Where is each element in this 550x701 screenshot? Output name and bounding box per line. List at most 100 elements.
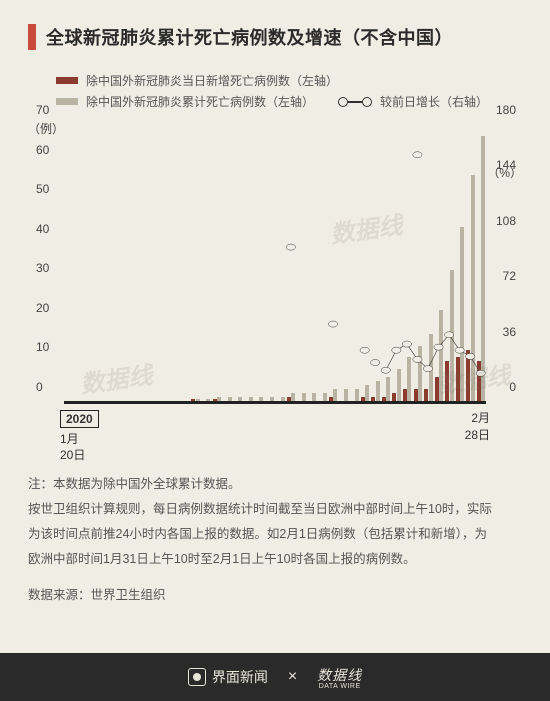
bar-daily (445, 361, 449, 401)
plot-region: 01020304050607003672108144180 (64, 124, 486, 404)
x-axis: 2020 1月 20日 2月 28日 (64, 408, 486, 448)
x-year: 2020 (60, 410, 99, 428)
bar-cumulative (460, 227, 464, 401)
footer-brand-2-sub: DATA WIRE (317, 683, 362, 690)
legend-label-growth: 较前日增长（右轴） (380, 93, 488, 110)
bar-cumulative (429, 334, 433, 401)
bar-daily (392, 393, 396, 401)
bar-slot (254, 124, 263, 401)
bar-slot (106, 124, 115, 401)
bar-slot (328, 124, 337, 401)
bar-cumulative (323, 393, 327, 401)
x-start-day: 20日 (60, 448, 85, 464)
bar-slot (223, 124, 232, 401)
legend: 除中国外新冠肺炎当日新增死亡病例数（左轴） 除中国外新冠肺炎累计死亡病例数（左轴… (56, 72, 522, 110)
bar-slot (350, 124, 359, 401)
bar-slot (85, 124, 94, 401)
bar-slot (149, 124, 158, 401)
x-end: 2月 28日 (465, 410, 490, 444)
bar-slot (286, 124, 295, 401)
footer: 界面新闻 × 数据线 DATA WIRE (0, 653, 550, 701)
bar-daily (329, 397, 333, 401)
bar-daily (456, 357, 460, 401)
bar-slot (392, 124, 401, 401)
bar-slot (318, 124, 327, 401)
ytick-right: 0 (509, 380, 516, 394)
legend-label-cum: 除中国外新冠肺炎累计死亡病例数（左轴） (86, 93, 314, 110)
bar-cumulative (259, 397, 263, 401)
bar-daily (403, 389, 407, 401)
bar-slot (96, 124, 105, 401)
bar-cumulative (291, 393, 295, 401)
bar-daily (477, 361, 481, 401)
bar-daily (466, 350, 470, 401)
x-end-month: 2月 (465, 410, 490, 427)
bar-cumulative (450, 270, 454, 401)
bar-cumulative (376, 381, 380, 401)
bar-slot (191, 124, 200, 401)
bar-slot (424, 124, 433, 401)
bar-daily (361, 397, 365, 401)
bar-slot (360, 124, 369, 401)
bar-slot (159, 124, 168, 401)
footer-separator: × (288, 668, 297, 686)
bar-daily (287, 397, 291, 401)
ytick-right: 144 (496, 158, 516, 172)
x-end-day: 28日 (465, 427, 490, 444)
ytick-left: 20 (36, 301, 49, 315)
bar-slot (477, 124, 486, 401)
bar-cumulative (249, 397, 253, 401)
bar-cumulative (228, 397, 232, 401)
bar-slot (138, 124, 147, 401)
bar-slot (64, 124, 73, 401)
note-line-2: 按世卫组织计算规则，每日病例数据统计时间截至当日欧洲中部时间上午10时，实际 (28, 499, 522, 521)
bar-slot (75, 124, 84, 401)
bar-slot (339, 124, 348, 401)
bar-slot (455, 124, 464, 401)
note-line-3: 为该时间点前推24小时内各国上报的数据。如2月1日病例数（包括累计和新增），为 (28, 524, 522, 546)
chart-area: （例） （%） 01020304050607003672108144180 20… (28, 124, 522, 448)
x-start: 1月 20日 (60, 432, 85, 463)
ytick-left: 40 (36, 222, 49, 236)
bar-slot (117, 124, 126, 401)
bar-slot (403, 124, 412, 401)
bars-container (64, 124, 486, 401)
bar-cumulative (397, 369, 401, 401)
bar-daily (414, 389, 418, 401)
ytick-right: 108 (496, 214, 516, 228)
bar-slot (434, 124, 443, 401)
bar-slot (170, 124, 179, 401)
bar-cumulative (418, 346, 422, 401)
legend-swatch-cum (56, 98, 78, 105)
bar-daily (382, 397, 386, 401)
bar-daily (371, 397, 375, 401)
footer-brand-1: 界面新闻 (188, 667, 268, 687)
bar-cumulative (471, 175, 475, 401)
bar-cumulative (344, 389, 348, 401)
footer-brand-1-label: 界面新闻 (212, 667, 268, 687)
note-line-1: 注：本数据为除中国外全球累计数据。 (28, 474, 522, 496)
bar-slot (466, 124, 475, 401)
legend-label-daily: 除中国外新冠肺炎当日新增死亡病例数（左轴） (86, 72, 338, 89)
bar-slot (297, 124, 306, 401)
bar-cumulative (196, 399, 200, 401)
ytick-left: 60 (36, 143, 49, 157)
bar-slot (233, 124, 242, 401)
legend-marker-growth (348, 101, 362, 103)
bar-slot (127, 124, 136, 401)
footer-brand-2-label: 数据线 (317, 667, 362, 683)
bar-cumulative (481, 136, 485, 401)
bar-cumulative (238, 397, 242, 401)
bar-cumulative (407, 357, 411, 401)
bar-slot (413, 124, 422, 401)
bar-daily (424, 389, 428, 401)
bar-slot (265, 124, 274, 401)
notes: 注：本数据为除中国外全球累计数据。 按世卫组织计算规则，每日病例数据统计时间截至… (28, 474, 522, 606)
bar-slot (371, 124, 380, 401)
ytick-right: 180 (496, 103, 516, 117)
bar-cumulative (206, 399, 210, 401)
bar-cumulative (312, 393, 316, 401)
ytick-left: 30 (36, 261, 49, 275)
title-accent-bar (28, 24, 36, 50)
bar-slot (381, 124, 390, 401)
